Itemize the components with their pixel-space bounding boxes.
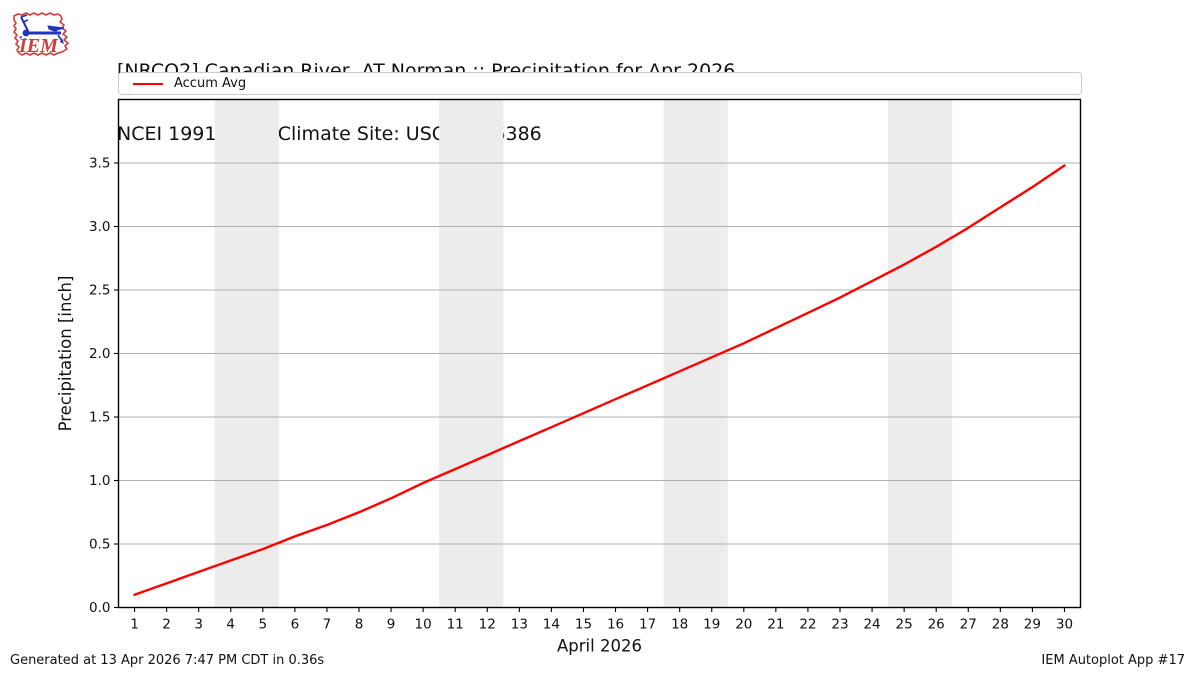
x-tick-label: 28: [992, 617, 1009, 633]
y-tick-label: 2.5: [89, 283, 110, 299]
x-tick-label: 13: [511, 617, 528, 633]
x-tick-label: 22: [799, 617, 816, 633]
x-tick-label: 5: [259, 617, 268, 633]
x-tick-label: 19: [703, 617, 720, 633]
x-tick-label: 14: [543, 617, 560, 633]
generated-at-text: Generated at 13 Apr 2026 7:47 PM CDT in …: [10, 653, 325, 668]
x-tick-label: 3: [194, 617, 203, 633]
logo-text: IEM: [18, 35, 59, 57]
x-tick-label: 25: [896, 617, 913, 633]
y-tick-label: 1.0: [89, 473, 110, 489]
y-tick-label: 3.5: [89, 156, 110, 172]
x-tick-label: 12: [479, 617, 496, 633]
x-tick-label: 27: [960, 617, 977, 633]
x-axis-label: April 2026: [557, 637, 642, 656]
x-tick-label: 16: [607, 617, 624, 633]
accum-avg-line: [133, 164, 1066, 596]
weather-vane-icon: [19, 14, 65, 44]
iem-logo: IEM: [13, 12, 69, 57]
x-tick-label: 24: [863, 617, 880, 633]
app-credit-text: IEM Autoplot App #17: [1041, 653, 1185, 668]
x-tick-label: 21: [767, 617, 784, 633]
x-tick-label: 6: [291, 617, 300, 633]
y-axis-label: Precipitation [inch]: [56, 276, 75, 432]
x-tick-label: 26: [928, 617, 945, 633]
x-tick-label: 1: [130, 617, 139, 633]
x-tick-label: 9: [387, 617, 396, 633]
x-tick-label: 8: [355, 617, 364, 633]
legend-line-swatch: [133, 82, 163, 85]
y-tick-label: 2.0: [89, 346, 110, 362]
x-tick-label: 11: [447, 617, 464, 633]
x-tick-label: 17: [639, 617, 656, 633]
x-tick-label: 10: [415, 617, 432, 633]
x-tick-label: 30: [1056, 617, 1073, 633]
x-tick-label: 4: [226, 617, 235, 633]
y-tick-label: 0.0: [89, 600, 110, 616]
legend: Accum Avg: [118, 72, 1082, 95]
x-tick-label: 18: [671, 617, 688, 633]
x-tick-label: 20: [735, 617, 752, 633]
x-tick-label: 7: [323, 617, 332, 633]
y-tick-label: 1.5: [89, 410, 110, 426]
y-tick-label: 0.5: [89, 537, 110, 553]
legend-label: Accum Avg: [174, 76, 247, 91]
x-tick-label: 2: [162, 617, 171, 633]
x-tick-label: 23: [831, 617, 848, 633]
y-tick-label: 3.0: [89, 219, 110, 235]
x-tick-label: 15: [575, 617, 592, 633]
x-tick-label: 29: [1024, 617, 1041, 633]
